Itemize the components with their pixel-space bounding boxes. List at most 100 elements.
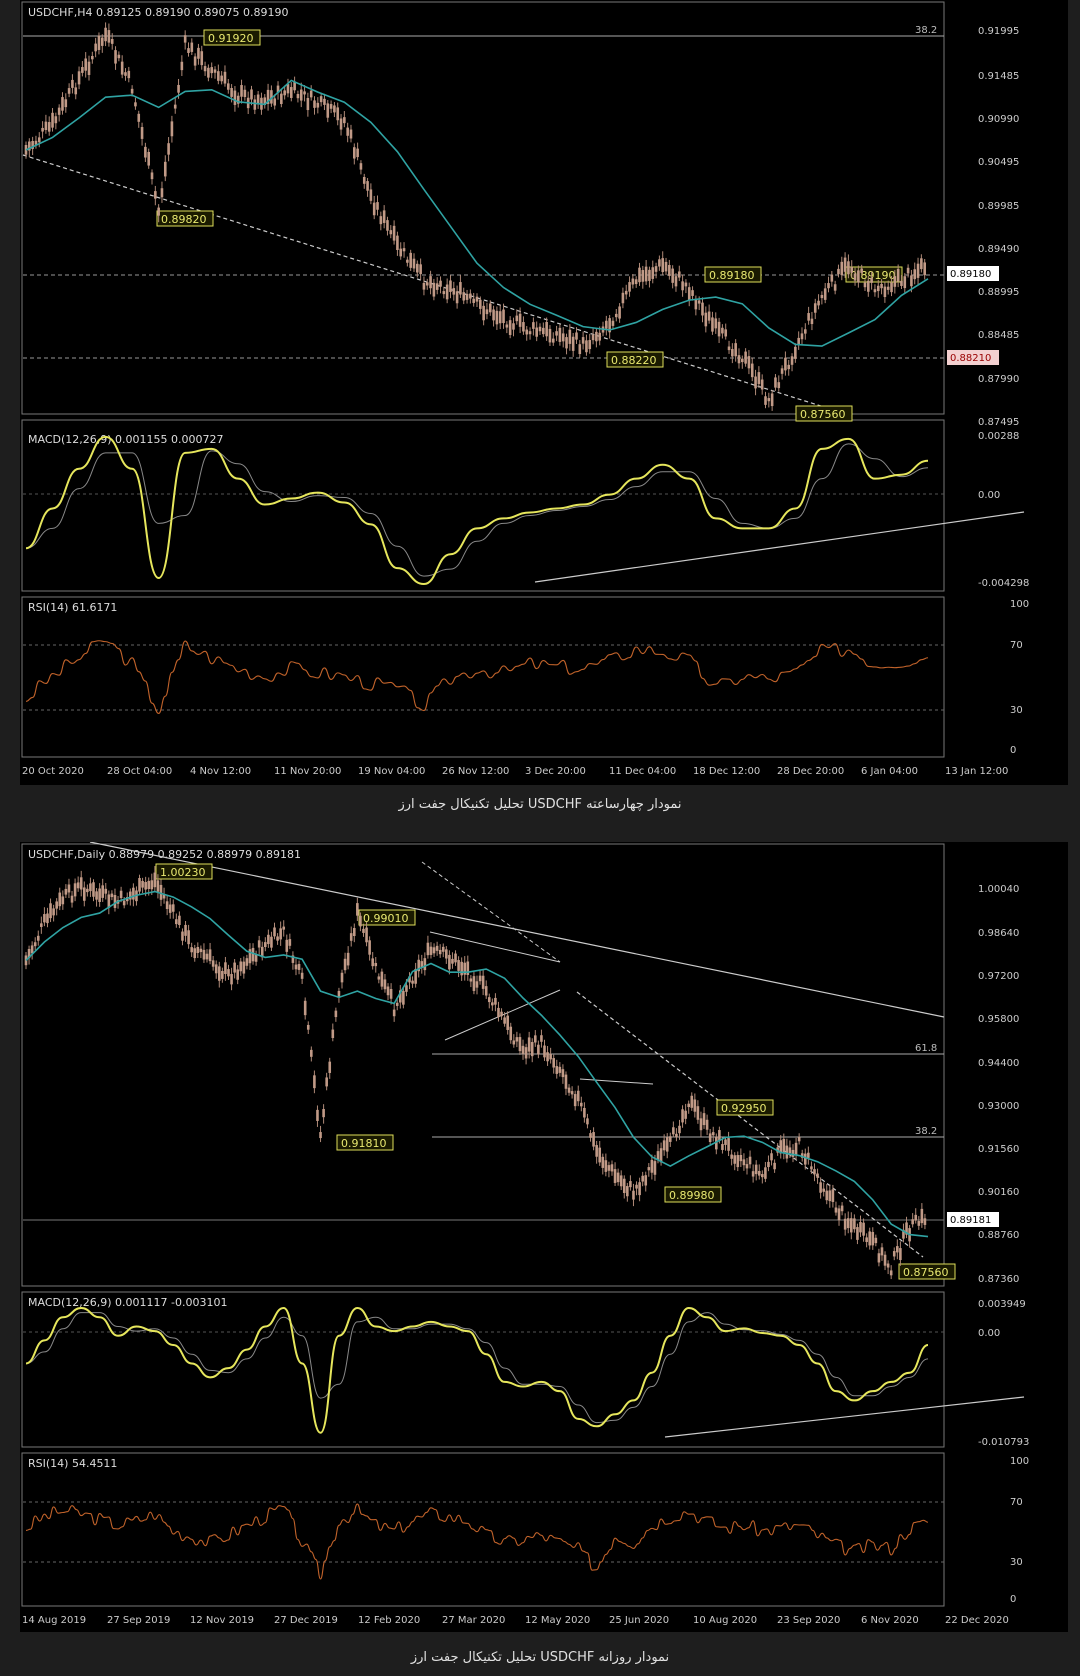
candle-body	[41, 127, 44, 132]
fib-61-label: 61.8	[915, 1043, 937, 1054]
candle-body	[439, 280, 442, 287]
candle-body	[389, 988, 393, 999]
price-tick: 0.97200	[978, 971, 1019, 982]
candle-body	[150, 880, 154, 890]
candle-body	[171, 904, 175, 912]
candle-body	[790, 356, 794, 365]
candle-body	[257, 940, 261, 948]
macd-tick: -0.010793	[978, 1437, 1029, 1448]
candle-body	[632, 1190, 635, 1200]
candle-body	[285, 939, 289, 952]
candle-body	[634, 279, 638, 285]
candle-body	[251, 947, 255, 962]
candle-body	[279, 928, 282, 940]
candle-body	[681, 1109, 684, 1123]
candle-body	[849, 1218, 853, 1233]
moving-average-line	[25, 79, 929, 347]
macd-tick: 0.00288	[978, 431, 1019, 442]
candle-body	[226, 83, 230, 90]
candle-body	[61, 97, 64, 111]
candle-body	[914, 1214, 918, 1221]
candle-body	[319, 96, 323, 103]
candle-body	[316, 102, 320, 108]
candle-body	[567, 1087, 571, 1093]
price-tick: 0.94400	[978, 1058, 1019, 1069]
rsi-tick: 30	[1010, 705, 1023, 716]
candle-body	[416, 263, 419, 273]
candle-body	[386, 220, 389, 231]
candle-body	[40, 923, 43, 927]
candle-body	[114, 50, 117, 64]
candle-body	[573, 1094, 577, 1107]
candle-body	[817, 300, 820, 306]
candle-body	[349, 129, 353, 139]
candle-body	[124, 72, 127, 76]
candle-body	[306, 1024, 310, 1030]
macd-tick: 0.003949	[978, 1299, 1026, 1310]
candle-body	[296, 94, 300, 99]
date-tick: 13 Jan 12:00	[945, 766, 1008, 777]
candle-body	[537, 1044, 540, 1055]
candle-body	[761, 1174, 764, 1178]
candle-body	[368, 940, 371, 955]
candle-body	[595, 331, 598, 342]
annotation-label: 0.99010	[363, 912, 409, 925]
candle-body	[366, 181, 369, 191]
candle-body	[883, 1254, 887, 1266]
candle-body	[352, 928, 356, 937]
rsi-tick: 0	[1010, 745, 1016, 756]
date-tick: 27 Mar 2020	[442, 1615, 505, 1626]
candle-body	[923, 262, 926, 276]
candle-body	[181, 931, 184, 941]
macd-trendline	[664, 1396, 1025, 1438]
candle-body	[406, 259, 409, 263]
annotation-label: 0.91810	[341, 1137, 387, 1150]
candle-body	[167, 143, 170, 155]
candle-body	[380, 971, 384, 987]
candle-body	[395, 1002, 399, 1006]
macd-line	[25, 435, 929, 586]
candle-body	[291, 955, 295, 963]
candle-body	[482, 305, 485, 321]
candle-body	[745, 1164, 749, 1169]
candle-body	[377, 976, 381, 980]
candle-body	[530, 1042, 534, 1057]
candle-body	[300, 972, 304, 979]
candle-body	[638, 267, 641, 283]
candle-body	[138, 878, 141, 892]
candle-body	[893, 276, 897, 287]
candle-body	[644, 1175, 648, 1186]
candle-body	[715, 1136, 718, 1150]
candle-body	[168, 904, 172, 913]
h4-caption: تحلیل تکنیکال جفت ارز USDCHF نمودار چهار…	[398, 797, 682, 812]
candle-body	[429, 276, 432, 289]
candle-body	[628, 282, 631, 292]
candle-body	[454, 953, 457, 963]
price-tick: 0.89490	[978, 244, 1019, 255]
candle-body	[340, 972, 344, 983]
macd-tick: 0.00	[978, 490, 1000, 501]
candle-body	[392, 225, 396, 241]
candle-body	[641, 270, 645, 282]
candle-body	[429, 946, 433, 955]
candle-body	[328, 1061, 332, 1073]
date-tick: 20 Oct 2020	[22, 766, 84, 777]
candle-body	[797, 1136, 801, 1142]
candle-body	[441, 946, 445, 952]
candle-body	[306, 98, 310, 111]
date-tick: 25 Jun 2020	[609, 1615, 669, 1626]
candle-body	[163, 161, 167, 177]
candle-body	[82, 887, 86, 901]
candle-body	[89, 883, 92, 892]
candle-body	[794, 346, 797, 359]
candle-body	[27, 948, 31, 959]
price-axis: 1.00040 0.98640 0.97200 0.95800 0.94400 …	[978, 884, 1019, 1285]
candle-body	[917, 1221, 921, 1226]
candle-body	[532, 322, 535, 329]
price-panel-frame	[21, 843, 945, 1287]
candle-body	[613, 1169, 617, 1183]
candle-body	[589, 1133, 592, 1138]
candle-body	[605, 320, 608, 329]
candle-body	[585, 340, 588, 353]
candle-body	[31, 140, 34, 149]
